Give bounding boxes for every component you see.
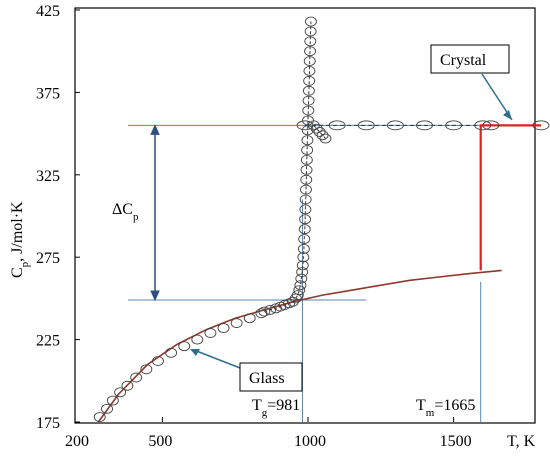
- transition-measured-point: [304, 36, 317, 47]
- transition-measured-point: [299, 194, 312, 205]
- transition-measured-point: [298, 224, 311, 235]
- transition-measured-point: [303, 56, 316, 67]
- transition-measured-point: [300, 184, 312, 195]
- crystal-step-line: [479, 124, 541, 271]
- transition-measured-point: [297, 244, 310, 254]
- transition-measured-point: [293, 285, 306, 296]
- x-tick-label: 1000: [294, 433, 326, 450]
- transition-dashed-line: [313, 125, 326, 139]
- glass-measured-point: [121, 380, 134, 391]
- series-layer: [93, 16, 550, 423]
- glass-measured-point: [178, 341, 191, 352]
- y-tick-label: 225: [36, 333, 60, 350]
- glass-measured-point: [230, 318, 243, 329]
- y-tick-label: 325: [36, 168, 60, 185]
- transition-measured-point: [258, 306, 271, 317]
- transition-measured-point: [295, 273, 308, 284]
- glass-measured-point: [93, 412, 106, 423]
- transition-measured-point: [300, 155, 313, 165]
- transition-measured-point: [303, 66, 316, 76]
- crystal-measured-point: [482, 120, 500, 131]
- supercooled-drop-point: [319, 133, 332, 144]
- transition-measured-point: [297, 252, 310, 263]
- crystal-measured-point: [532, 120, 550, 131]
- y-tick-label: 275: [36, 250, 60, 267]
- glass-model-curve: [97, 269, 502, 423]
- glass-callout: Glass: [190, 349, 303, 392]
- reference-lines: [128, 124, 541, 422]
- x-tick-label: 200: [65, 433, 89, 450]
- transition-measured-point: [302, 105, 315, 116]
- supercooled-drop-point: [316, 130, 329, 141]
- svg-text:Crystal: Crystal: [440, 52, 487, 69]
- crystal-measured-point: [296, 120, 314, 131]
- crystal-measured-point: [416, 120, 433, 131]
- glass-measured-point: [204, 328, 217, 338]
- plot-frame: [74, 7, 536, 424]
- transition-measured-point: [300, 174, 313, 185]
- transition-measured-point: [294, 280, 307, 291]
- tg-label: Tg=981: [252, 397, 300, 419]
- transition-measured-point: [299, 204, 312, 215]
- transition-measured-point: [298, 234, 311, 245]
- crystal-callout: Crystal: [430, 44, 513, 121]
- glass-measured-point: [106, 395, 119, 406]
- x-tick-label: 1500: [440, 433, 472, 450]
- transition-measured-point: [301, 145, 314, 156]
- arrow-head-up: [150, 124, 160, 135]
- glass-measured-point: [243, 313, 256, 324]
- y-tick-label: 375: [36, 85, 60, 102]
- svg-text:Glass: Glass: [249, 370, 285, 387]
- glass-measured-point: [130, 372, 143, 383]
- delta-cp-label: ΔCp: [112, 201, 139, 223]
- transition-measured-point: [291, 290, 304, 301]
- arrow-head-down: [150, 290, 160, 302]
- glass-measured-point: [191, 334, 204, 345]
- y-tick-label: 175: [36, 415, 60, 432]
- crystal-measured-point: [357, 120, 375, 131]
- transition-measured-point: [296, 267, 309, 277]
- glass-measured-point: [165, 347, 178, 358]
- transition-measured-point: [304, 46, 316, 57]
- transition-measured-point: [264, 304, 277, 315]
- transition-measured-point: [304, 16, 317, 27]
- transition-measured-point: [301, 135, 314, 146]
- delta-cp-arrow: [150, 124, 160, 302]
- glass-measured-point: [114, 387, 127, 398]
- supercooled-drop-point: [313, 127, 326, 137]
- x-tick-label: 500: [148, 433, 172, 450]
- transition-measured-point: [302, 85, 315, 96]
- crystal-measured-point: [445, 120, 463, 131]
- transition-measured-point: [302, 95, 315, 106]
- y-axis-label: Cp, J/mol·K: [9, 201, 31, 278]
- glass-measured-point: [217, 323, 230, 334]
- transition-measured-point: [303, 75, 316, 86]
- transition-measured-point: [299, 214, 312, 225]
- crystal-measured-point: [474, 120, 492, 131]
- y-axis-ticks: 175 225 275 325 375 425: [36, 3, 80, 432]
- x-axis-ticks: 200 500 1000 1500: [65, 417, 472, 450]
- supercooled-drop-point: [307, 120, 320, 131]
- transition-measured-point: [301, 125, 314, 136]
- tm-label: Tm=1665: [416, 397, 475, 419]
- transition-measured-point: [296, 260, 309, 271]
- glass-measured-point: [140, 364, 153, 375]
- glass-measured-point: [101, 403, 113, 414]
- glass-measured-point: [152, 356, 164, 366]
- y-tick-label: 425: [36, 3, 60, 20]
- x-axis-label: T, K: [507, 433, 536, 450]
- transition-measured-point: [300, 164, 313, 175]
- crystal-measured-point: [386, 120, 404, 131]
- crystal-measured-point: [328, 120, 346, 131]
- transition-measured-point: [304, 26, 317, 37]
